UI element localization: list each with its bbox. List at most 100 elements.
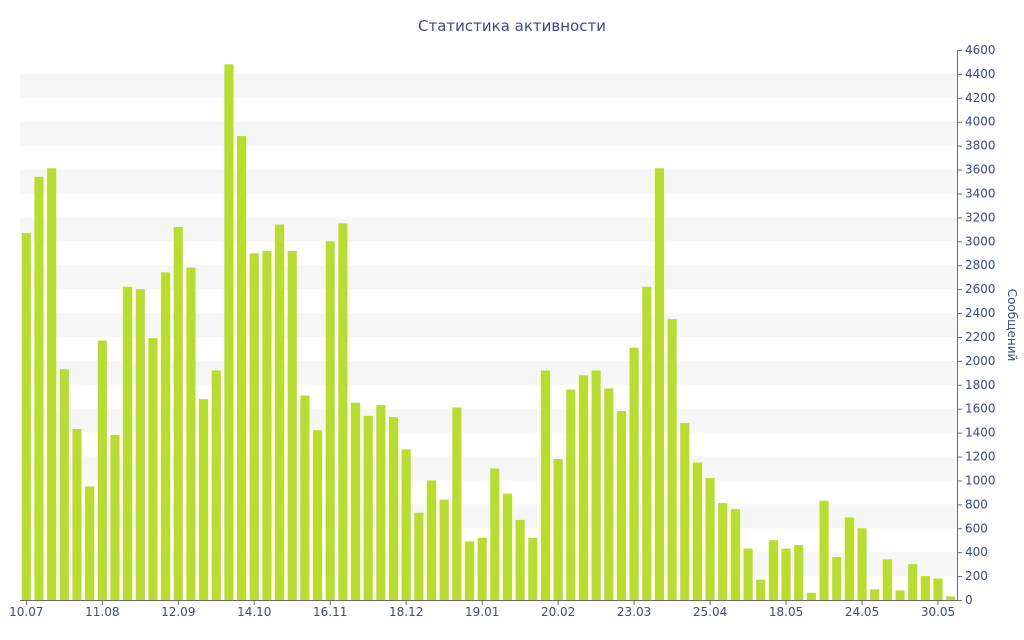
x-tick-label: 10.07	[9, 605, 43, 619]
y-tick-label: 1000	[965, 473, 996, 487]
bar	[110, 435, 120, 600]
bar	[502, 493, 513, 600]
grid-band	[20, 408, 957, 433]
y-tick-label: 2400	[965, 306, 996, 320]
bar	[692, 462, 702, 600]
y-tick-label: 0	[965, 593, 973, 607]
bar	[249, 253, 259, 600]
x-tick-label: 18.05	[769, 605, 803, 619]
y-tick-label: 1400	[965, 426, 996, 440]
bar	[794, 545, 804, 600]
bar	[832, 556, 842, 600]
bar	[47, 168, 57, 600]
axes	[20, 50, 958, 601]
bar	[591, 370, 601, 600]
bar	[730, 509, 740, 600]
y-tick-label: 3800	[965, 139, 996, 153]
grid-band	[20, 456, 957, 481]
bar	[528, 537, 538, 600]
x-tick-label: 25.04	[693, 605, 727, 619]
bar	[439, 499, 449, 600]
bar	[388, 417, 399, 600]
bar	[882, 559, 892, 600]
x-tick-label: 16.11	[313, 605, 347, 619]
y-tick-label: 2200	[965, 330, 996, 344]
y-tick-label: 200	[965, 569, 988, 583]
bar	[452, 407, 462, 600]
bar	[908, 564, 918, 600]
y-tick-label: 1600	[965, 402, 996, 416]
bar	[756, 579, 766, 600]
bar	[946, 596, 956, 600]
bar	[844, 517, 854, 600]
y-tick-label: 2600	[965, 282, 996, 296]
y-tick-label: 3200	[965, 210, 996, 224]
grid-band	[20, 73, 957, 98]
bar	[920, 576, 930, 600]
bar	[97, 340, 107, 600]
x-tick-label: 20.02	[541, 605, 575, 619]
bar	[237, 136, 247, 600]
y-tick-label: 4200	[965, 91, 996, 105]
y-tick-label: 2000	[965, 354, 996, 368]
bar	[173, 226, 183, 600]
y-tick-label: 4400	[965, 67, 996, 81]
y-tick-label: 1800	[965, 378, 996, 392]
bar	[540, 370, 551, 600]
x-tick-label: 12.09	[161, 605, 195, 619]
bar	[464, 541, 475, 600]
bar	[515, 519, 525, 600]
grid-band	[20, 217, 957, 242]
bar	[857, 528, 867, 600]
bar	[477, 537, 487, 600]
y-tick-label: 4600	[965, 43, 996, 57]
y-tick-label: 4000	[965, 115, 996, 129]
bar	[287, 250, 297, 600]
bar	[414, 512, 424, 600]
bar	[667, 319, 677, 600]
bar	[566, 389, 576, 600]
bar	[768, 540, 778, 600]
bar	[59, 369, 69, 600]
y-tick-label: 3600	[965, 163, 996, 177]
bar	[275, 224, 285, 600]
x-tick-label: 30.05	[921, 605, 955, 619]
bar	[553, 458, 563, 600]
grid-band	[20, 313, 957, 337]
chart-title: Статистика активности	[418, 17, 606, 35]
x-tick-label: 19.01	[465, 605, 499, 619]
bar	[21, 232, 31, 600]
bar	[313, 430, 323, 600]
bar	[870, 589, 880, 600]
bar	[300, 395, 310, 600]
grid-band	[20, 360, 957, 385]
grid-band	[20, 121, 957, 146]
x-tick-label: 14.10	[237, 605, 271, 619]
bar	[401, 449, 411, 600]
y-tick-label: 800	[965, 497, 988, 511]
grid-band	[20, 552, 957, 577]
bar	[616, 411, 627, 600]
bar	[224, 64, 234, 601]
bar	[262, 250, 272, 600]
bar	[325, 241, 335, 601]
bar	[718, 503, 728, 600]
bar	[426, 480, 437, 600]
x-tick-labels: 10.07 11.08 12.09 14.10 16.11 18.12 19.01 20.02…	[9, 600, 955, 619]
bar	[350, 402, 361, 600]
bar	[199, 399, 209, 600]
x-tick-label: 23.03	[617, 605, 651, 619]
bar	[819, 500, 829, 600]
bar	[680, 423, 690, 600]
bar	[135, 289, 145, 600]
y-tick-label: 400	[965, 545, 988, 559]
y-tick-labels: 0 200 400 600 800 1000 1200 1400 1600 1800 2000 220…	[957, 43, 996, 607]
bar	[363, 415, 373, 600]
bar	[34, 176, 44, 601]
bar	[123, 286, 133, 600]
bar	[743, 548, 753, 600]
grid-band	[20, 169, 957, 194]
bar	[490, 468, 500, 600]
